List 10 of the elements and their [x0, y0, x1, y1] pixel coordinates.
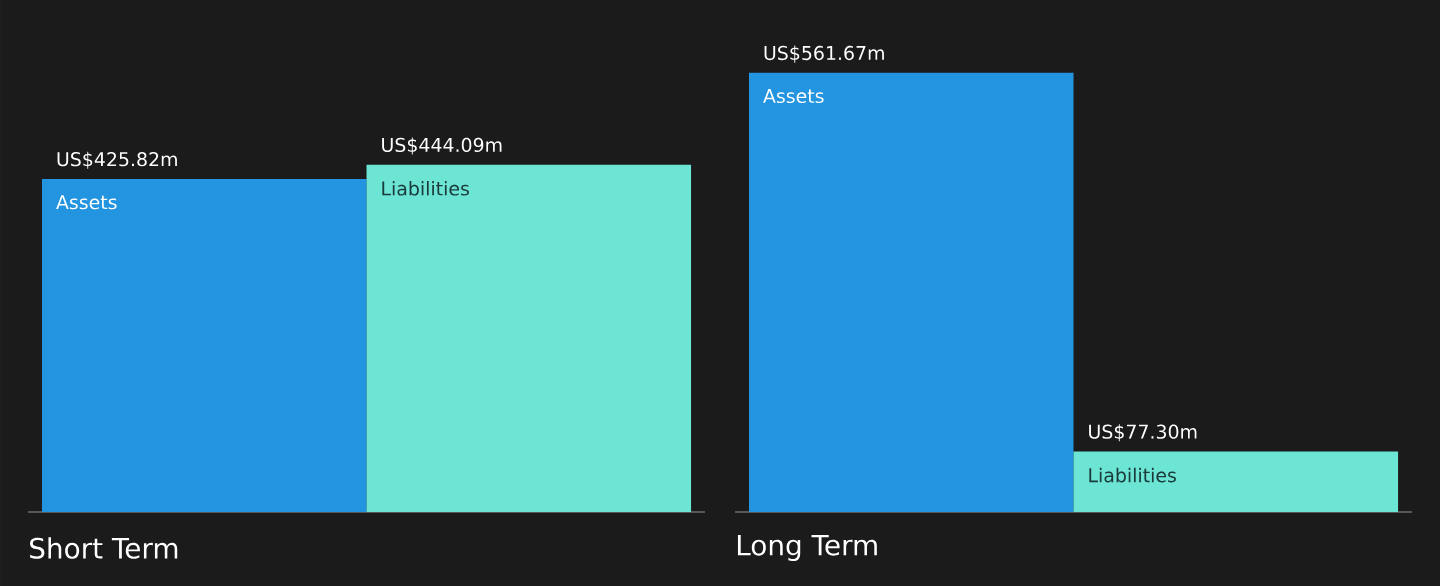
data-label: US$77.30m	[1089, 424, 1197, 442]
x-tick-label: Liabilities	[1089, 467, 1176, 483]
x-tick-label: Assets	[56, 195, 117, 210]
x-tick-label: Liabilities	[382, 180, 469, 196]
data-label: US$561.67m	[764, 45, 884, 63]
data-label: US$425.82m	[57, 151, 177, 169]
x-tick-label: Assets	[763, 89, 824, 104]
x-axis-title: Long Term	[737, 534, 877, 562]
x-axis-title: Short Term	[30, 537, 178, 559]
data-label: US$444.09m	[382, 137, 502, 155]
